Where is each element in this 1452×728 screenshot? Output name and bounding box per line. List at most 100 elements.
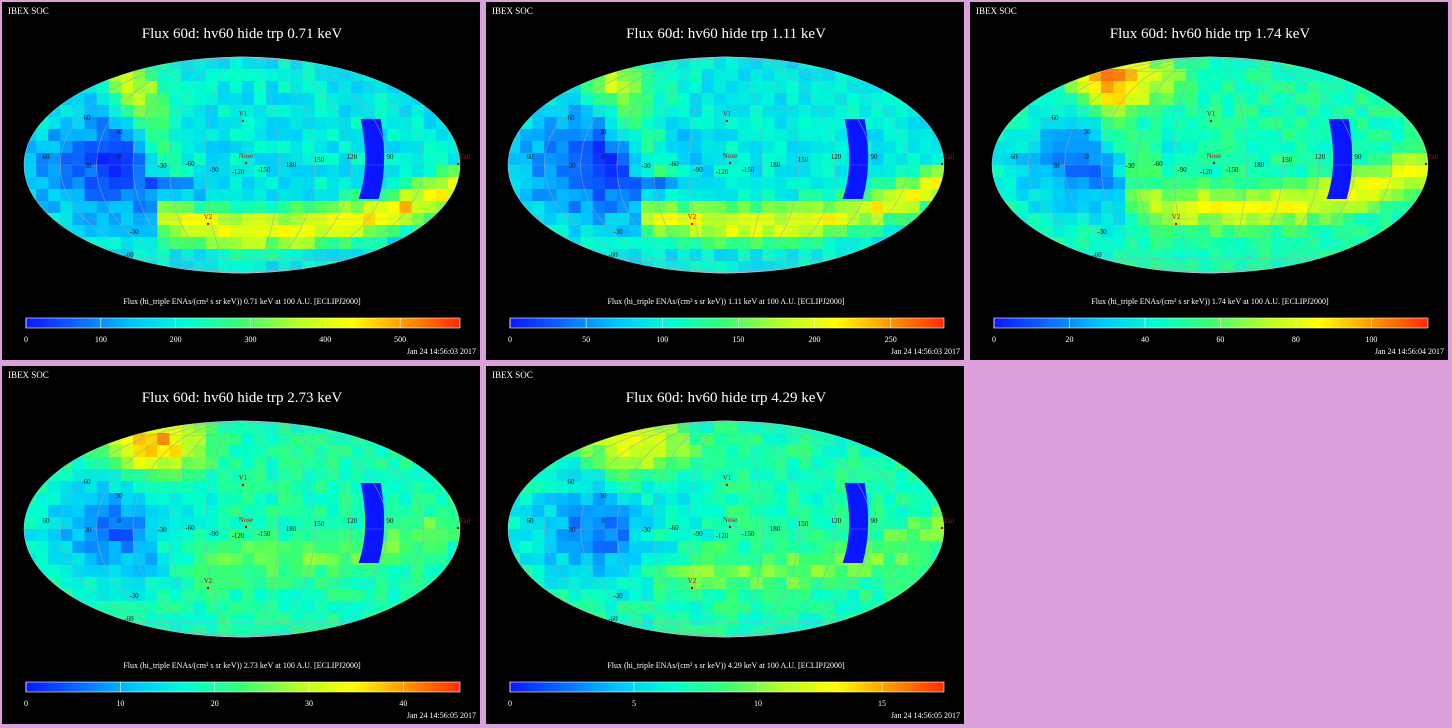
flux-pixel — [36, 589, 49, 602]
flux-pixel — [24, 565, 37, 578]
flux-pixel — [387, 421, 401, 434]
flux-pixel — [290, 457, 304, 470]
flux-pixel — [411, 201, 425, 214]
flux-pixel — [774, 505, 788, 518]
flux-pixel — [568, 69, 582, 82]
flux-pixel — [1319, 141, 1332, 154]
flux-pixel — [1004, 261, 1017, 273]
flux-pixel — [629, 505, 642, 518]
flux-pixel — [169, 445, 183, 458]
flux-pixel — [447, 213, 460, 226]
flux-pixel — [665, 541, 679, 554]
flux-pixel — [604, 141, 618, 154]
flux-pixel — [169, 201, 183, 214]
flux-pixel — [1355, 141, 1369, 154]
flux-pixel — [1355, 93, 1369, 106]
flux-pixel — [96, 117, 110, 130]
flux-pixel — [266, 93, 279, 106]
flux-pixel — [278, 201, 292, 214]
flux-pixel — [205, 237, 219, 250]
flux-pixel — [859, 225, 872, 238]
flux-pixel — [387, 613, 401, 626]
flux-pixel — [544, 153, 558, 166]
flux-pixel — [1403, 225, 1417, 238]
flux-pixel — [604, 433, 618, 446]
flux-pixel — [919, 577, 933, 590]
flux-pixel — [1391, 237, 1405, 250]
map-title: Flux 60d: hv60 hide trp 0.71 keV — [142, 26, 343, 42]
flux-pixel — [338, 189, 352, 202]
flux-pixel — [375, 57, 388, 70]
flux-pixel — [351, 565, 364, 578]
flux-pixel — [290, 601, 304, 614]
marker-label: Tail — [1428, 153, 1439, 161]
flux-pixel — [871, 141, 885, 154]
flux-pixel — [871, 481, 885, 494]
flux-pixel — [1040, 201, 1054, 214]
flux-pixel — [338, 249, 352, 262]
flux-pixel — [508, 469, 521, 482]
flux-pixel — [217, 553, 231, 566]
flux-pixel — [435, 493, 449, 506]
flux-pixel — [1197, 81, 1211, 94]
flux-pixel — [145, 93, 158, 106]
flux-pixel — [290, 445, 304, 458]
flux-pixel — [617, 529, 630, 542]
flux-pixel — [84, 505, 98, 518]
flux-pixel — [1234, 69, 1247, 82]
flux-pixel — [1028, 249, 1042, 262]
flux-pixel — [290, 565, 304, 578]
flux-pixel — [1040, 57, 1054, 70]
flux-pixel — [919, 93, 933, 106]
flux-pixel — [617, 589, 630, 602]
flux-pixel — [435, 201, 449, 214]
flux-pixel — [665, 445, 679, 458]
flux-pixel — [1258, 177, 1272, 190]
flux-pixel — [1415, 261, 1428, 273]
flux-pixel — [847, 201, 860, 214]
flux-pixel — [363, 601, 376, 614]
flux-pixel — [544, 481, 558, 494]
flux-pixel — [1343, 93, 1356, 106]
flux-pixel — [786, 481, 800, 494]
flux-pixel — [24, 117, 37, 130]
flux-pixel — [48, 589, 61, 602]
flux-pixel — [411, 165, 425, 178]
flux-pixel — [157, 505, 170, 518]
flux-pixel — [713, 249, 727, 262]
flux-pixel — [278, 445, 292, 458]
flux-pixel — [363, 81, 376, 94]
flux-pixel — [774, 529, 788, 542]
flux-pixel — [96, 553, 110, 566]
flux-pixel — [302, 153, 316, 166]
flux-pixel — [508, 117, 521, 130]
flux-pixel — [665, 93, 679, 106]
flux-pixel — [520, 57, 533, 70]
flux-pixel — [48, 93, 61, 106]
flux-pixel — [326, 225, 340, 238]
flux-pixel — [145, 81, 158, 94]
flux-pixel — [762, 517, 776, 530]
flux-pixel — [1064, 141, 1078, 154]
flux-pixel — [665, 529, 679, 542]
flux-pixel — [580, 613, 594, 626]
flux-pixel — [278, 141, 292, 154]
flux-pixel — [1149, 81, 1163, 94]
flux-pixel — [774, 57, 788, 70]
flux-pixel — [169, 237, 183, 250]
flux-pixel — [629, 457, 642, 470]
flux-pixel — [629, 613, 642, 626]
flux-pixel — [1319, 201, 1332, 214]
flux-pixel — [363, 105, 376, 118]
flux-pixel — [871, 529, 885, 542]
flux-pixel — [544, 601, 558, 614]
flux-pixel — [338, 493, 352, 506]
flux-pixel — [1052, 153, 1066, 166]
flux-pixel — [387, 129, 401, 142]
flux-pixel — [290, 493, 304, 506]
flux-pixel — [1088, 69, 1102, 82]
flux-pixel — [205, 81, 219, 94]
flux-pixel — [580, 553, 594, 566]
flux-pixel — [677, 189, 691, 202]
flux-pixel — [713, 237, 727, 250]
